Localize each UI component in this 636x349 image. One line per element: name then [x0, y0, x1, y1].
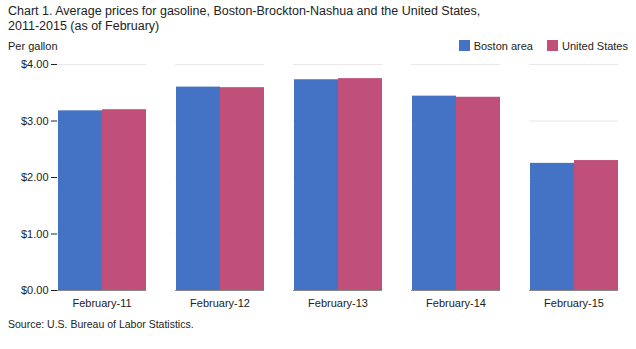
html-text:Chart 1. Average prices for ga: Chart 1. Average prices for gasoline, Bo…: [8, 4, 481, 18]
html-text:Per gallon: Per gallon: [8, 40, 58, 52]
svg-text:$1.00: $1.00: [21, 228, 49, 240]
html-text:Source: U.S. Bureau of Labor S: Source: U.S. Bureau of Labor Statistics.: [8, 318, 194, 330]
svg-text:$4.00: $4.00: [21, 58, 49, 70]
svg-text:February-15: February-15: [544, 297, 604, 309]
svg-text:$2.00: $2.00: [21, 171, 49, 183]
html-text:2011-2015 (as of February): 2011-2015 (as of February): [8, 19, 160, 33]
svg-text:February-12: February-12: [190, 297, 250, 309]
svg-text:$0.00: $0.00: [21, 284, 49, 296]
html-text:United States: United States: [562, 40, 628, 52]
svg-text:$3.00: $3.00: [21, 115, 49, 127]
html-text:Boston area: Boston area: [473, 40, 533, 52]
svg-text:February-14: February-14: [426, 297, 486, 309]
svg-text:February-11: February-11: [72, 297, 131, 309]
svg-text:February-13: February-13: [308, 297, 368, 309]
